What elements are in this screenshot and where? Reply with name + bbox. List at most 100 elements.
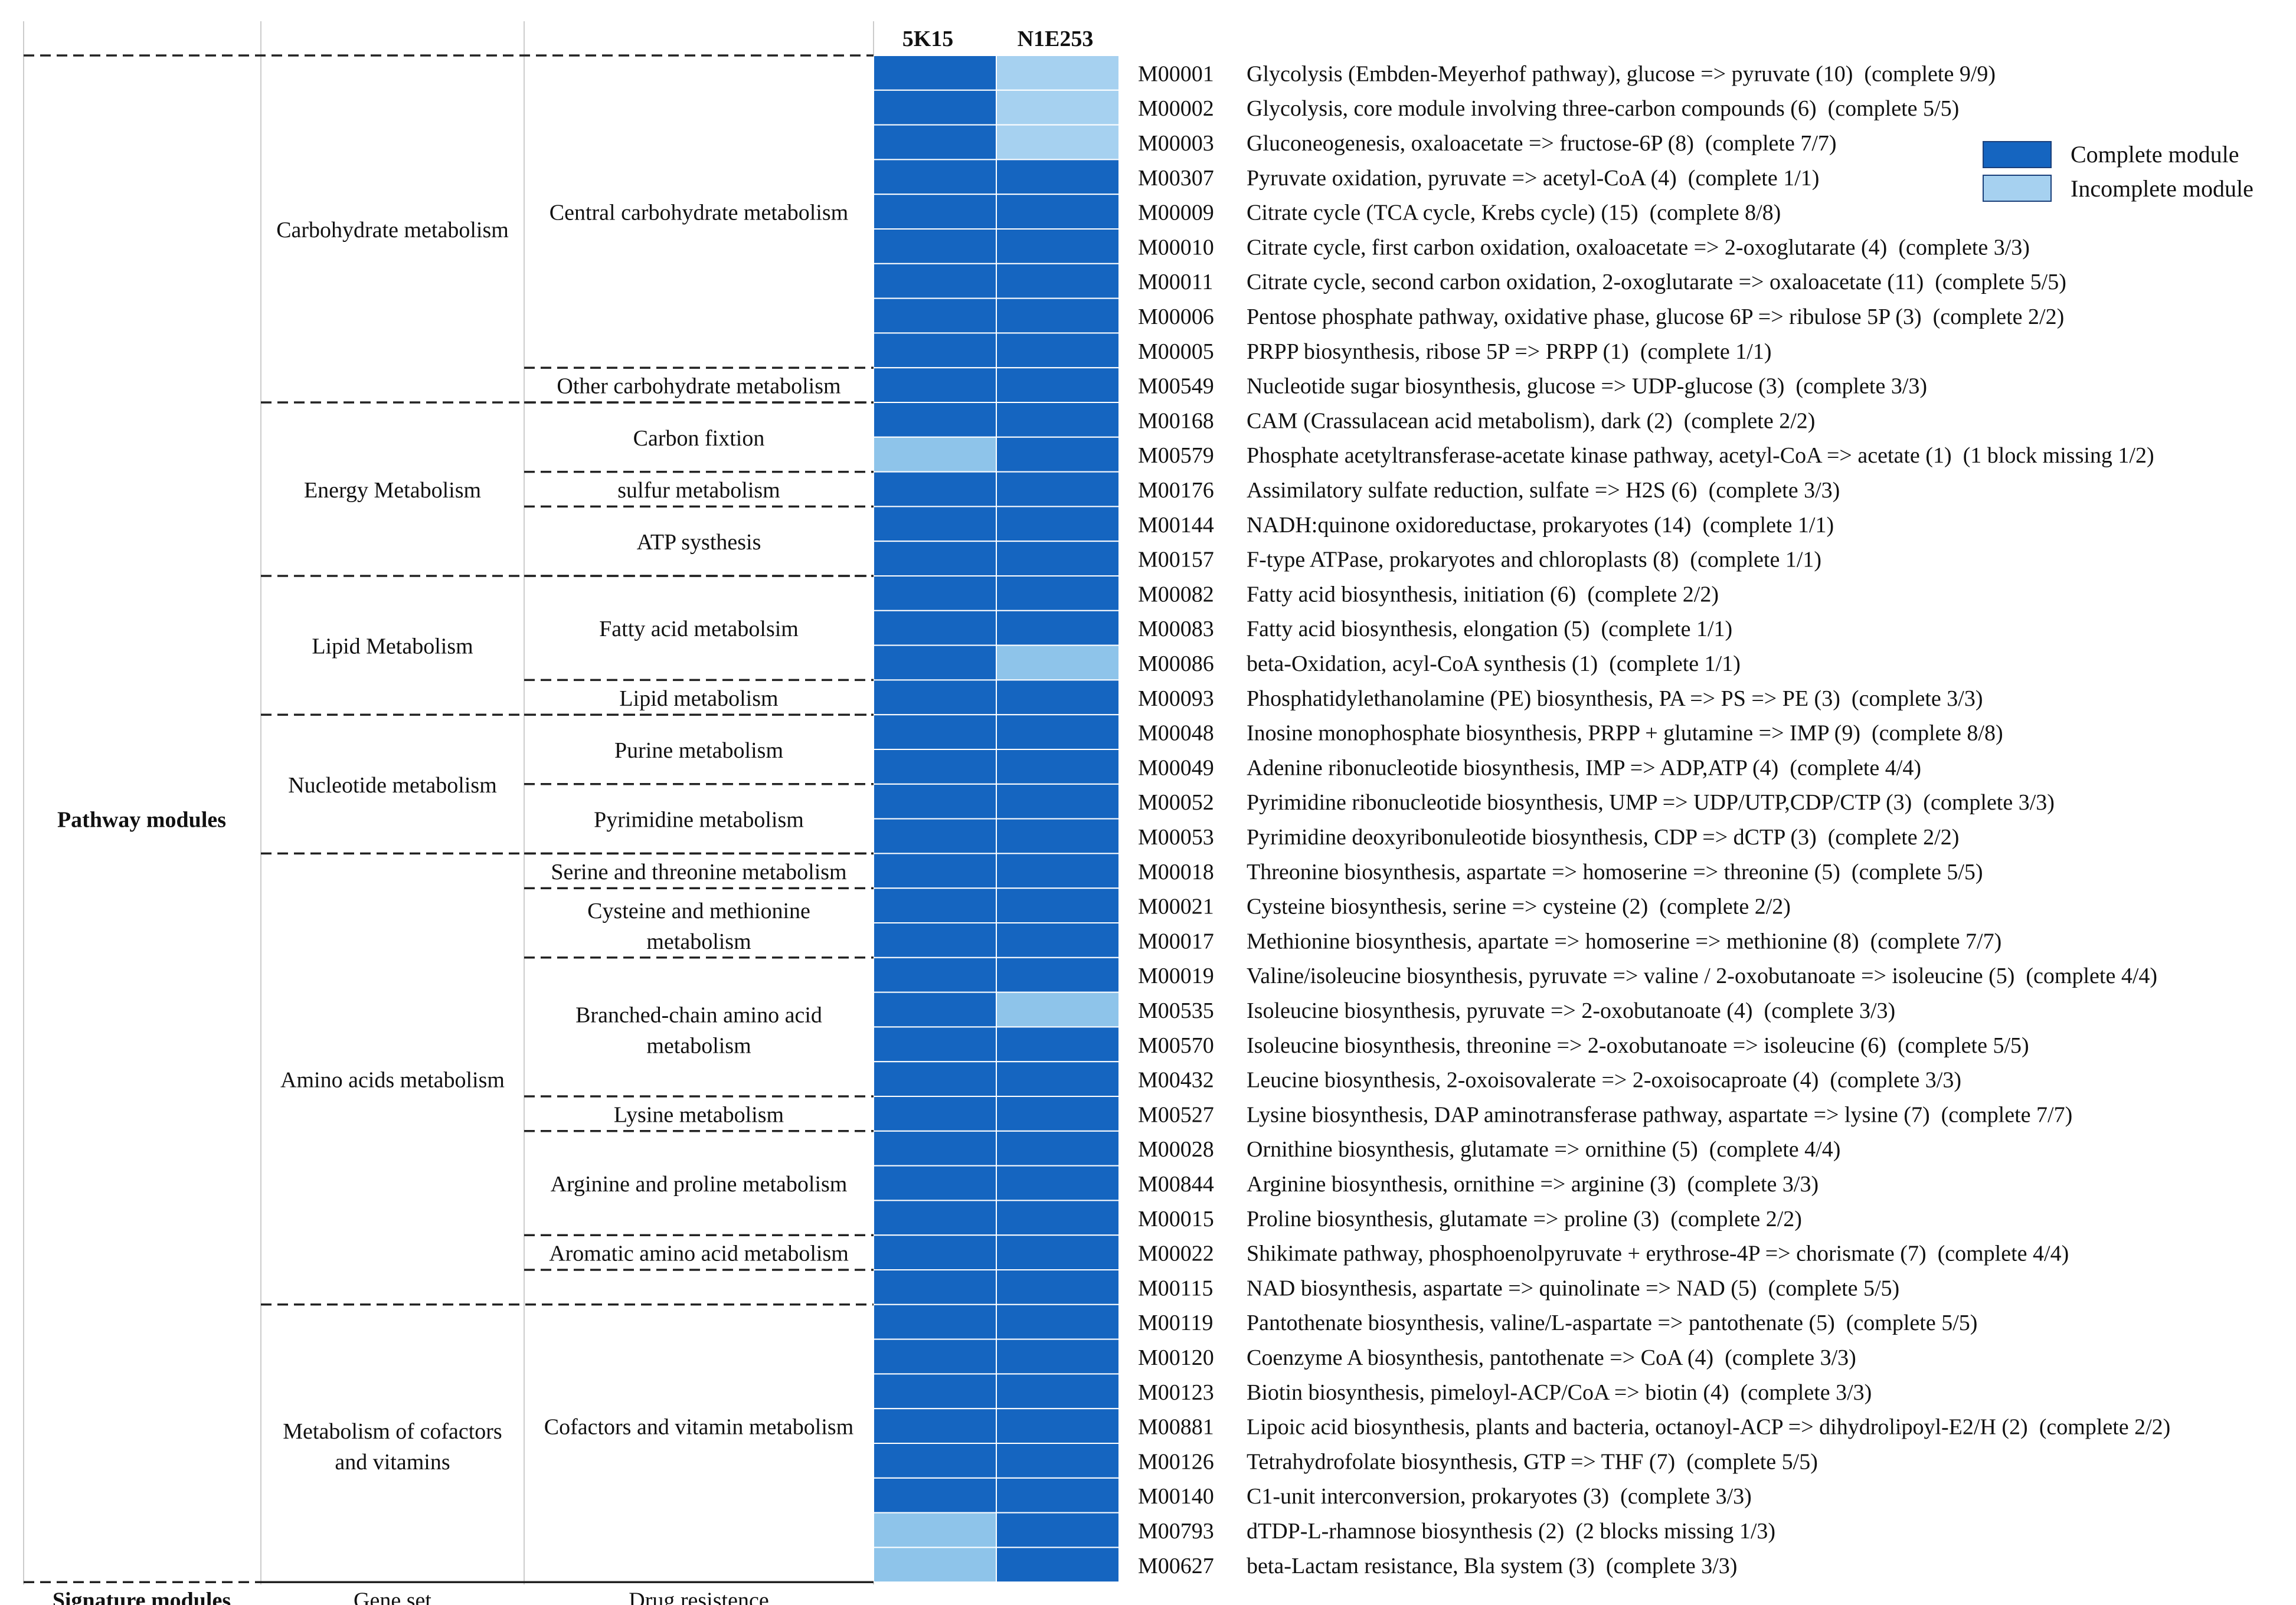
cell-M00140-N1E253	[996, 1477, 1120, 1514]
cell-M00005-N1E253	[996, 332, 1120, 369]
module-description: Arginine biosynthesis, ornithine => argi…	[1247, 1172, 1819, 1197]
legend-complete-label: Complete module	[2071, 141, 2239, 168]
legend: Complete module Incomplete module	[1983, 141, 2254, 202]
module-id: M00002	[1138, 96, 1214, 121]
module-description: Inosine monophosphate biosynthesis, PRPP…	[1247, 721, 2003, 746]
module-description: Tetrahydrofolate biosynthesis, GTP => TH…	[1247, 1449, 1818, 1474]
subcategory-label: Drug resistence	[629, 1588, 768, 1605]
module-id: M00176	[1138, 478, 1214, 503]
module-description: Shikimate pathway, phosphoenolpyruvate +…	[1247, 1242, 2069, 1266]
cell-M00570-5K15	[873, 1026, 997, 1063]
module-description: Adenine ribonucleotide biosynthesis, IMP…	[1247, 755, 1921, 780]
cell-M00432-5K15	[873, 1061, 997, 1097]
cell-M00002-N1E253	[996, 89, 1120, 126]
module-id: M00549	[1138, 374, 1214, 399]
module-id: M00028	[1138, 1137, 1214, 1162]
module-description: Threonine biosynthesis, aspartate => hom…	[1247, 860, 1983, 885]
module-description: Nucleotide sugar biosynthesis, glucose =…	[1247, 374, 1927, 399]
subcategory-label: sulfur metabolism	[617, 478, 780, 503]
module-description: NADH:quinone oxidoreductase, prokaryotes…	[1247, 513, 1834, 538]
row-labels: Pathway modules Signature modules Carbohyd…	[53, 61, 2170, 1605]
cell-M00052-5K15	[873, 783, 997, 820]
subcategory-label-line: metabolism	[646, 1033, 751, 1058]
category-label: Gene set	[354, 1588, 431, 1605]
subcategory-label: Other carbohydrate metabolism	[557, 374, 840, 399]
module-description: C1-unit interconversion, prokaryotes (3)…	[1247, 1484, 1752, 1509]
subcategory-label: ATP systhesis	[637, 530, 761, 555]
cell-M00049-5K15	[873, 749, 997, 785]
category-label: Lipid Metabolism	[312, 634, 473, 659]
module-description: PRPP biosynthesis, ribose 5P => PRPP (1)…	[1247, 339, 1771, 364]
cell-M00123-N1E253	[996, 1373, 1120, 1410]
cell-M00022-N1E253	[996, 1234, 1120, 1270]
cell-M00123-5K15	[873, 1373, 997, 1410]
cell-M00018-5K15	[873, 853, 997, 889]
module-id: M00126	[1138, 1449, 1214, 1474]
cell-M00144-5K15	[873, 506, 997, 542]
module-description: beta-Oxidation, acyl-CoA synthesis (1) (…	[1247, 651, 1741, 676]
cell-M00120-N1E253	[996, 1338, 1120, 1375]
cell-M00579-5K15	[873, 436, 997, 473]
module-id: M00570	[1138, 1033, 1214, 1058]
subcategory-label: Central carbohydrate metabolism	[550, 201, 849, 225]
cell-M00018-N1E253	[996, 853, 1120, 889]
module-description: NAD biosynthesis, aspartate => quinolina…	[1247, 1276, 1899, 1301]
module-description: Citrate cycle, second carbon oxidation, …	[1247, 270, 2066, 294]
cell-M00003-N1E253	[996, 124, 1120, 160]
cell-M00115-5K15	[873, 1269, 997, 1305]
cell-M00881-5K15	[873, 1408, 997, 1444]
cell-M00053-N1E253	[996, 818, 1120, 854]
subcategory-label: Lysine metabolism	[614, 1102, 784, 1127]
cell-M00176-5K15	[873, 471, 997, 507]
module-description: Gluconeogenesis, oxaloacetate => fructos…	[1247, 131, 1837, 156]
module-id: M00010	[1138, 235, 1214, 260]
cell-M00001-N1E253	[996, 55, 1120, 91]
cell-M00015-N1E253	[996, 1200, 1120, 1236]
cell-M00011-N1E253	[996, 263, 1120, 299]
cell-M00307-5K15	[873, 159, 997, 195]
cell-M00010-5K15	[873, 228, 997, 264]
module-id: M00144	[1138, 513, 1214, 538]
module-description: Leucine biosynthesis, 2-oxoisovalerate =…	[1247, 1068, 1961, 1093]
module-id: M00432	[1138, 1068, 1214, 1093]
subcategory-label-line: Cysteine and methionine	[587, 899, 810, 923]
module-id: M00881	[1138, 1415, 1214, 1440]
category-label: Amino acids metabolism	[280, 1068, 505, 1093]
module-id: M00001	[1138, 61, 1214, 86]
module-id: M00009	[1138, 201, 1214, 225]
subcategory-label: Cysteine and methionine metabolism	[587, 899, 810, 954]
cell-M00011-5K15	[873, 263, 997, 299]
cell-M00028-5K15	[873, 1130, 997, 1167]
module-description: Pyruvate oxidation, pyruvate => acetyl-C…	[1247, 166, 1819, 191]
cell-M00168-5K15	[873, 402, 997, 438]
cell-M00083-N1E253	[996, 610, 1120, 646]
cell-M00009-N1E253	[996, 194, 1120, 230]
cell-M00003-5K15	[873, 124, 997, 160]
cell-M00793-N1E253	[996, 1512, 1120, 1548]
column-header-5k15: 5K15	[902, 27, 954, 51]
column-header-n1e253: N1E253	[1018, 27, 1094, 51]
cell-M00019-5K15	[873, 957, 997, 993]
cell-M00019-N1E253	[996, 957, 1120, 993]
cell-M00093-5K15	[873, 679, 997, 716]
subcategory-label-line: Branched-chain amino acid	[575, 1003, 822, 1027]
cell-M00881-N1E253	[996, 1408, 1120, 1444]
subcategory-label: Fatty acid metabolsim	[599, 617, 799, 641]
module-description: F-type ATPase, prokaryotes and chloropla…	[1247, 548, 1821, 572]
module-id: M00053	[1138, 825, 1214, 850]
cell-M00579-N1E253	[996, 436, 1120, 473]
cell-M00527-5K15	[873, 1096, 997, 1132]
subcategory-label: Pyrimidine metabolism	[594, 808, 804, 833]
module-description: Assimilatory sulfate reduction, sulfate …	[1247, 478, 1840, 503]
module-description: Pyrimidine deoxyribonuleotide biosynthes…	[1247, 825, 1959, 850]
module-description: Glycolysis, core module involving three-…	[1247, 96, 1959, 121]
category-label: Carbohydrate metabolism	[276, 218, 509, 243]
cell-M00002-5K15	[873, 89, 997, 126]
group-label: Signature modules	[53, 1588, 231, 1605]
module-id: M00003	[1138, 131, 1214, 156]
cell-M00627-N1E253	[996, 1547, 1120, 1583]
module-id: M00140	[1138, 1484, 1214, 1509]
cell-M00126-5K15	[873, 1443, 997, 1479]
module-description: Ornithine biosynthesis, glutamate => orn…	[1247, 1137, 1840, 1162]
